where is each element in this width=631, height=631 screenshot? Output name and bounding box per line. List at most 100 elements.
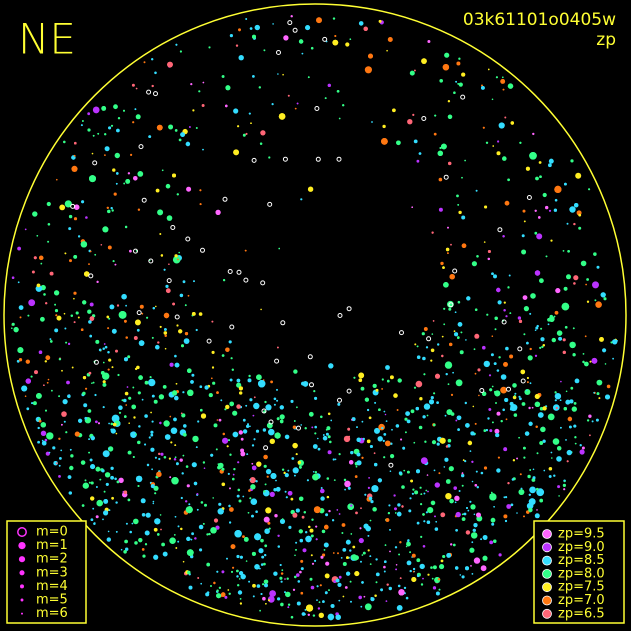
star xyxy=(389,550,391,553)
star xyxy=(240,451,246,457)
star xyxy=(573,275,579,281)
star xyxy=(412,570,415,573)
star xyxy=(445,373,448,376)
star xyxy=(483,429,487,432)
star xyxy=(498,356,501,359)
star xyxy=(89,458,93,462)
star xyxy=(298,529,303,534)
star xyxy=(180,412,183,415)
star xyxy=(419,486,422,489)
star xyxy=(186,536,191,542)
star xyxy=(507,286,510,289)
star xyxy=(93,522,96,525)
star xyxy=(123,550,127,554)
star xyxy=(442,266,445,269)
star xyxy=(327,435,331,439)
star xyxy=(557,485,561,489)
star xyxy=(325,561,330,566)
star xyxy=(578,226,582,230)
star xyxy=(154,518,161,525)
star xyxy=(249,425,251,428)
star xyxy=(282,73,284,76)
star xyxy=(90,518,94,521)
star xyxy=(470,504,476,510)
star xyxy=(523,220,526,223)
star xyxy=(425,489,428,492)
star xyxy=(234,530,242,538)
star xyxy=(169,415,172,418)
star xyxy=(74,431,80,437)
star xyxy=(164,434,171,440)
star xyxy=(60,449,63,452)
star xyxy=(320,415,323,419)
horizon-circle xyxy=(3,3,627,627)
star xyxy=(249,27,253,30)
star xyxy=(233,108,239,114)
star xyxy=(174,444,177,446)
star xyxy=(328,363,334,369)
star xyxy=(432,586,437,590)
star xyxy=(165,284,169,288)
star xyxy=(101,106,107,111)
star xyxy=(500,386,507,394)
star xyxy=(433,132,437,136)
star xyxy=(443,307,446,310)
star xyxy=(389,470,392,473)
star xyxy=(238,499,242,503)
star xyxy=(505,496,508,499)
star xyxy=(512,383,517,388)
star xyxy=(539,175,542,178)
unmatched-star xyxy=(421,116,427,121)
star xyxy=(529,469,532,471)
star xyxy=(151,336,154,339)
star xyxy=(304,427,307,430)
star xyxy=(274,432,281,439)
star xyxy=(200,408,203,412)
star xyxy=(236,378,241,383)
star xyxy=(474,422,477,425)
star xyxy=(395,564,398,566)
star xyxy=(443,323,446,326)
star xyxy=(185,465,189,468)
unmatched-star xyxy=(274,358,280,364)
star xyxy=(367,408,370,412)
star xyxy=(276,399,279,402)
star xyxy=(433,565,437,570)
star xyxy=(455,566,459,570)
star xyxy=(88,320,92,324)
star xyxy=(349,580,352,583)
star xyxy=(539,406,544,411)
star xyxy=(465,530,471,535)
star xyxy=(340,557,343,559)
star xyxy=(148,378,156,387)
star xyxy=(482,535,488,540)
star xyxy=(58,475,61,478)
star xyxy=(291,457,295,460)
star xyxy=(457,83,460,85)
star xyxy=(143,61,146,64)
star xyxy=(131,404,136,410)
star xyxy=(151,420,154,423)
unmatched-star xyxy=(153,91,158,97)
star xyxy=(90,464,96,470)
star xyxy=(250,498,258,506)
star xyxy=(536,487,539,491)
star xyxy=(345,42,350,47)
magnitude-marker xyxy=(20,598,24,602)
star xyxy=(360,507,362,510)
star xyxy=(294,575,297,579)
star xyxy=(367,535,370,537)
star xyxy=(409,569,412,573)
star xyxy=(263,454,268,460)
star xyxy=(290,615,294,619)
star xyxy=(572,353,576,357)
star xyxy=(276,417,280,421)
star xyxy=(524,431,530,436)
star xyxy=(547,413,555,421)
star xyxy=(545,255,548,258)
star xyxy=(457,428,460,431)
star xyxy=(154,492,157,495)
star xyxy=(542,439,546,443)
star xyxy=(599,337,604,342)
zp-marker xyxy=(542,555,552,566)
